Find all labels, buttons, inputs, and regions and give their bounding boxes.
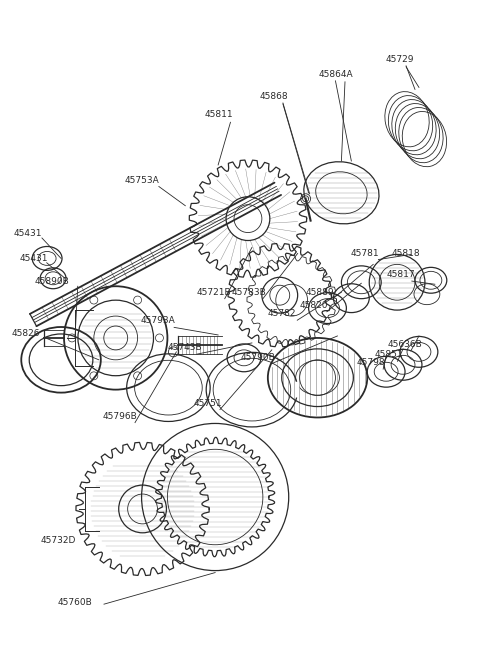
Text: 45820: 45820	[300, 300, 328, 310]
Text: 45783B: 45783B	[231, 288, 266, 297]
Text: 45851: 45851	[374, 350, 403, 359]
Text: 45729: 45729	[385, 55, 414, 64]
Text: 45721B: 45721B	[196, 288, 231, 297]
Text: 45790B: 45790B	[241, 353, 276, 362]
Text: 45826: 45826	[12, 329, 40, 338]
Text: 45732D: 45732D	[40, 535, 76, 544]
Text: 45793A: 45793A	[141, 316, 175, 325]
Text: 45889: 45889	[306, 288, 335, 297]
Text: 45782: 45782	[268, 309, 296, 318]
Text: 45431: 45431	[20, 254, 48, 263]
Text: 45751: 45751	[193, 399, 222, 407]
Text: 45798: 45798	[357, 358, 385, 367]
Text: 45636B: 45636B	[387, 340, 422, 349]
Text: 45817: 45817	[387, 270, 416, 279]
Text: 45890B: 45890B	[34, 277, 69, 286]
Text: 45796B: 45796B	[102, 411, 137, 420]
Text: 45743B: 45743B	[168, 343, 203, 352]
Text: 45864A: 45864A	[318, 70, 353, 79]
Text: 45760B: 45760B	[58, 598, 93, 607]
Text: 45868: 45868	[260, 92, 288, 101]
Text: 45753A: 45753A	[125, 176, 159, 184]
Text: 45818: 45818	[392, 249, 420, 258]
Text: 45781: 45781	[351, 249, 379, 258]
Text: 45811: 45811	[204, 110, 233, 119]
Text: 45431: 45431	[13, 229, 42, 238]
